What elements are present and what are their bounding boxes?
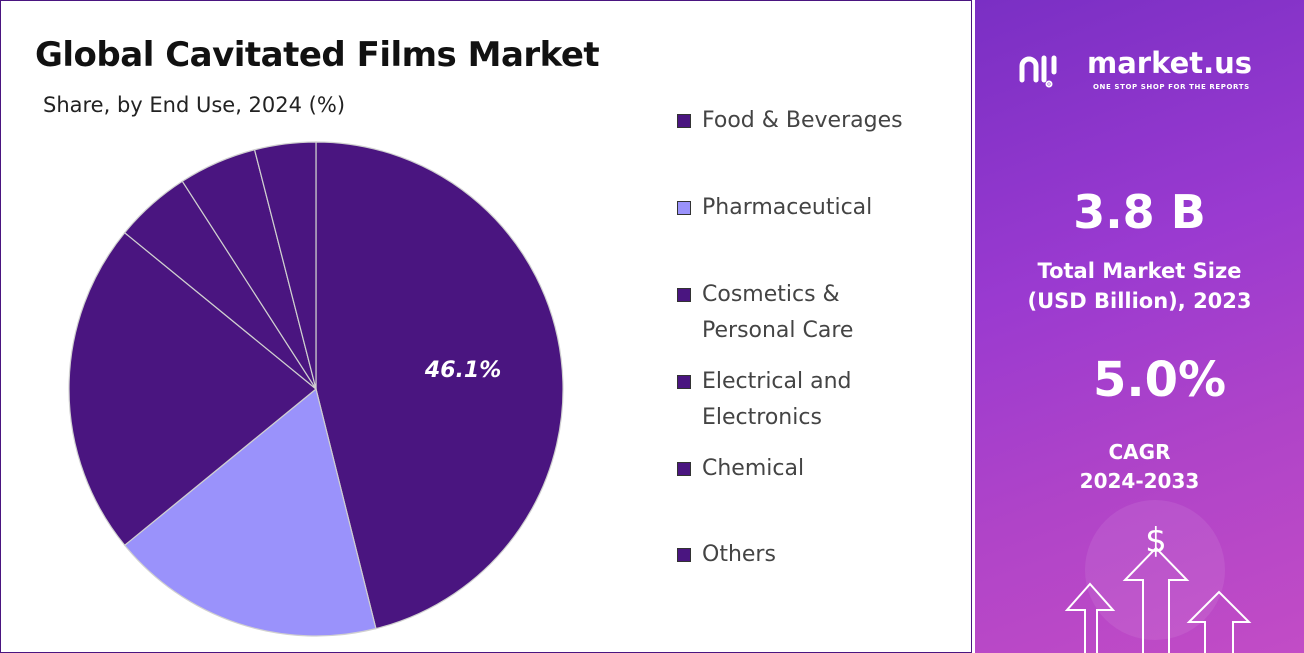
market-size: 3.8 B (1073, 185, 1206, 239)
pie-slice (123, 387, 377, 637)
chart-panel: Global Cavitated Films Market Share, by … (0, 0, 972, 653)
pie-slice (68, 231, 317, 547)
decor-circle (1085, 500, 1225, 640)
legend-label: Others (702, 542, 776, 567)
legend-item: Others (677, 537, 917, 573)
market-size-label: Total Market Size (1037, 259, 1242, 283)
legend-swatch (677, 548, 691, 562)
chart-title: Global Cavitated Films Market (35, 35, 600, 75)
summary-panel: $ market.us ONE STOP SHOP FOR THE REPORT… (975, 0, 1304, 653)
pie-slice (315, 141, 564, 630)
legend-item: Food & Beverages (677, 103, 917, 139)
logo-text: market.us (1087, 46, 1253, 80)
legend-swatch (677, 114, 691, 128)
legend-item: Pharmaceutical (677, 190, 917, 226)
legend-item: Electrical and Electronics (677, 364, 877, 436)
legend-label: Cosmetics & Personal Care (702, 282, 854, 343)
data-label: 46.1% (424, 358, 501, 383)
cagr-label: 2024-2033 (1079, 469, 1200, 493)
legend-swatch (677, 288, 691, 302)
pie-slice (253, 141, 317, 390)
legend-label: Food & Beverages (702, 108, 903, 133)
chart-subtitle: Share, by End Use, 2024 (%) (43, 93, 346, 117)
logo-icon (1019, 55, 1057, 88)
cagr-value: 5.0% (1092, 352, 1227, 408)
pie-chart: 46.1% (68, 141, 564, 637)
logo-tagline: ONE STOP SHOP FOR THE REPORTS (1093, 83, 1250, 91)
decor: $ (1019, 55, 1252, 653)
legend-item: Chemical (677, 451, 917, 487)
decor-arrow (1186, 590, 1252, 653)
legend-swatch (677, 201, 691, 215)
cagr-label: CAGR (1108, 440, 1171, 464)
market-size-label: (USD Billion), 2023 (1027, 289, 1252, 313)
legend-swatch (677, 462, 691, 476)
legend-item: Cosmetics & Personal Care (677, 277, 877, 349)
legend-label: Chemical (702, 456, 805, 481)
decor-arrow (1122, 546, 1190, 653)
legend-label: Pharmaceutical (702, 195, 873, 220)
legend-swatch (677, 375, 691, 389)
decor-dollar: $ (1145, 521, 1167, 561)
legend-label: Electrical and Electronics (702, 369, 852, 430)
decor-arrow (1064, 582, 1116, 653)
